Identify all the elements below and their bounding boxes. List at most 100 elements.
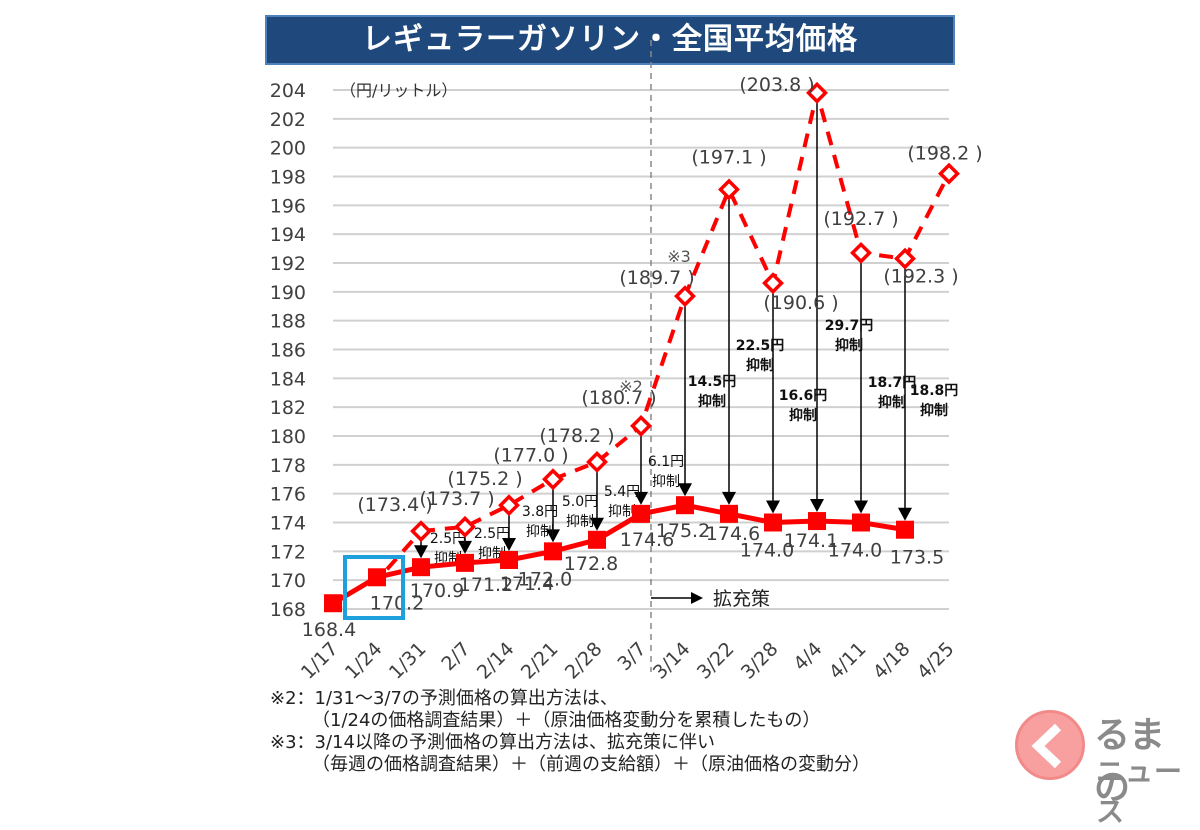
actual-data-label: 172.0 — [518, 568, 572, 590]
suppression-label: 抑制 — [698, 393, 726, 410]
predicted-data-label: (175.2 ) — [447, 468, 522, 490]
actual-data-label: 175.2 — [656, 520, 710, 542]
expansion-divider: 拡充策 — [650, 40, 770, 672]
actual-data-label: 173.5 — [890, 547, 944, 569]
predicted-data-label: (190.6 ) — [763, 292, 838, 314]
actual-data-label: 171.2 — [459, 574, 513, 596]
actual-point — [720, 504, 738, 523]
x-tick-label: 4/18 — [869, 638, 915, 684]
y-tick-label: 182 — [270, 397, 306, 419]
suppression-label: 抑制 — [789, 407, 817, 424]
suppression-label: 抑制 — [478, 546, 506, 562]
x-tick-label: 1/17 — [297, 638, 343, 684]
x-tick-label: 2/14 — [473, 638, 519, 684]
actual-data-label: 168.4 — [302, 619, 356, 641]
suppression-amount: 18.7円 — [868, 375, 917, 391]
x-tick-label: 4/11 — [825, 638, 871, 684]
note-marker: ※2 — [619, 377, 643, 396]
actual-point — [764, 513, 782, 532]
suppression-amount: 18.8円 — [910, 383, 959, 399]
suppression-amount: 16.6円 — [779, 388, 828, 404]
predicted-data-label: (197.1 ) — [691, 146, 766, 168]
y-tick-label: 194 — [270, 224, 306, 246]
predicted-line-segment — [385, 529, 423, 571]
suppression-arrows: 2.5円抑制2.5円抑制3.8円抑制5.0円抑制5.4円抑制6.1円抑制14.5… — [414, 92, 959, 567]
y-axis-label: （円/リットル） — [340, 81, 457, 100]
suppression-arrow-head — [458, 540, 472, 554]
x-tick-label: 2/28 — [561, 638, 607, 684]
actual-point — [632, 504, 650, 523]
note-marker: ※3 — [667, 247, 691, 266]
predicted-point — [498, 494, 520, 517]
actual-data-label: 174.0 — [828, 540, 882, 562]
x-tick-label: 1/31 — [385, 638, 431, 684]
actual-data-label: 174.6 — [620, 529, 674, 551]
footnote-2: ※2：1/31～3/7の予測価格の算出方法は、 — [270, 688, 618, 709]
suppression-label: 抑制 — [652, 474, 680, 490]
y-tick-label: 192 — [270, 253, 306, 275]
suppression-amount: 29.7円 — [825, 318, 874, 334]
expansion-arrow-head — [691, 592, 703, 604]
predicted-point — [762, 272, 784, 295]
y-tick-label: 202 — [270, 109, 306, 131]
footnote-2-detail: （1/24の価格調査結果）＋（原油価格変動分を累積したもの） — [312, 710, 821, 731]
predicted-data-label: (189.7 ) — [619, 267, 694, 289]
x-tick-label: 2/21 — [517, 638, 563, 684]
suppression-arrow-head — [502, 537, 516, 551]
suppression-arrow-head — [590, 517, 604, 531]
predicted-data-label: (180.7 ) — [581, 387, 656, 409]
suppression-amount: 6.1円 — [648, 454, 684, 470]
actual-point — [808, 512, 826, 531]
predicted-point — [410, 520, 432, 543]
annotations: ※2 ※3 — [343, 247, 691, 620]
predicted-point — [542, 468, 564, 491]
suppression-amount: 22.5円 — [736, 338, 785, 354]
actual-point — [324, 594, 342, 613]
predicted-data-label: (192.7 ) — [823, 208, 898, 230]
x-tick-label: 4/4 — [789, 638, 826, 675]
logo-text-line1: るまの — [1094, 715, 1165, 808]
actual-point — [412, 558, 430, 577]
actual-data-label: 170.9 — [410, 580, 464, 602]
y-tick-label: 178 — [270, 455, 306, 477]
suppression-arrow-head — [766, 500, 780, 514]
actual-data-label: 174.6 — [706, 523, 760, 545]
y-tick-labels: 168 170 172 174 176 178 180 182 184 186 188 190 192 1… — [270, 80, 306, 621]
predicted-data-label: (173.7 ) — [419, 488, 494, 510]
x-tick-label: 3/28 — [737, 638, 783, 684]
suppression-amount: 3.8円 — [522, 504, 558, 520]
predicted-data-label: (192.3 ) — [883, 266, 958, 288]
y-tick-label: 190 — [270, 282, 306, 304]
actual-point — [456, 553, 474, 572]
predicted-data-label: (203.8 ) — [739, 74, 814, 96]
suppression-arrow-head — [722, 491, 736, 505]
suppression-label: 抑制 — [920, 402, 948, 419]
predicted-data-label: (178.2 ) — [539, 425, 614, 447]
suppression-label: 抑制 — [746, 357, 774, 374]
actual-point — [500, 550, 518, 569]
y-tick-label: 200 — [270, 138, 306, 160]
x-tick-label: 2/7 — [437, 638, 474, 675]
actual-point — [544, 542, 562, 561]
y-tick-label: 204 — [270, 80, 306, 102]
predicted-data-label: (173.4 ) — [357, 494, 432, 516]
actual-data-label: 171.4 — [500, 573, 554, 595]
y-tick-label: 188 — [270, 311, 306, 333]
actual-data-label: 172.8 — [564, 553, 618, 575]
x-tick-label: 4/25 — [913, 638, 959, 684]
y-tick-label: 174 — [270, 513, 306, 535]
actual-point — [368, 568, 386, 587]
predicted-point — [894, 247, 916, 270]
suppression-arrow-head — [854, 500, 868, 514]
y-tick-label: 196 — [270, 195, 306, 217]
logo-chevron-icon — [1015, 710, 1085, 780]
suppression-label: 抑制 — [608, 504, 636, 520]
actual-data-label: 174.1 — [784, 530, 838, 552]
footnotes: ※2：1/31～3/7の予測価格の算出方法は、 （1/24の価格調査結果）＋（原… — [270, 688, 870, 776]
predicted-point — [586, 450, 608, 473]
suppression-arrow-head — [414, 545, 428, 559]
predicted-point — [674, 285, 696, 308]
predicted-series — [385, 81, 960, 571]
suppression-arrow-head — [810, 499, 824, 513]
suppression-arrow-head — [898, 507, 912, 521]
